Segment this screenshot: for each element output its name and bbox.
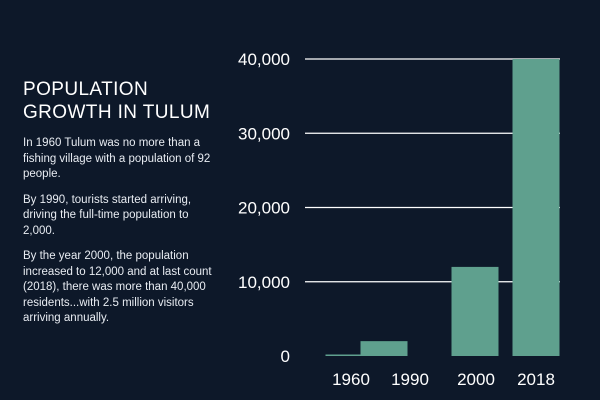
y-tick-label: 0: [281, 347, 290, 366]
paragraph-1960: In 1960 Tulum was no more than a fishing…: [23, 137, 211, 180]
bar-2018: [512, 59, 560, 356]
paragraph-1990: By 1990, tourists started arriving, driv…: [23, 193, 192, 237]
x-category-label-2000: 2000: [457, 370, 495, 389]
description-panel: POPULATION GROWTH IN TULUM In 1960 Tulum…: [23, 78, 223, 337]
bar-2000: [451, 266, 499, 356]
y-tick-label: 10,000: [238, 273, 290, 292]
y-tick-label: 30,000: [238, 124, 290, 143]
x-category-label-1990: 1990: [391, 370, 429, 389]
y-tick-label: 20,000: [238, 199, 290, 218]
bar-1990: [360, 341, 408, 356]
y-tick-label: 40,000: [238, 50, 290, 69]
page-title: POPULATION GROWTH IN TULUM: [23, 79, 211, 123]
bar-1960: [325, 354, 373, 356]
paragraph-2000-2018: By the year 2000, the population increas…: [23, 250, 212, 324]
x-category-label-2018: 2018: [517, 370, 555, 389]
x-category-label-1960: 1960: [332, 370, 370, 389]
